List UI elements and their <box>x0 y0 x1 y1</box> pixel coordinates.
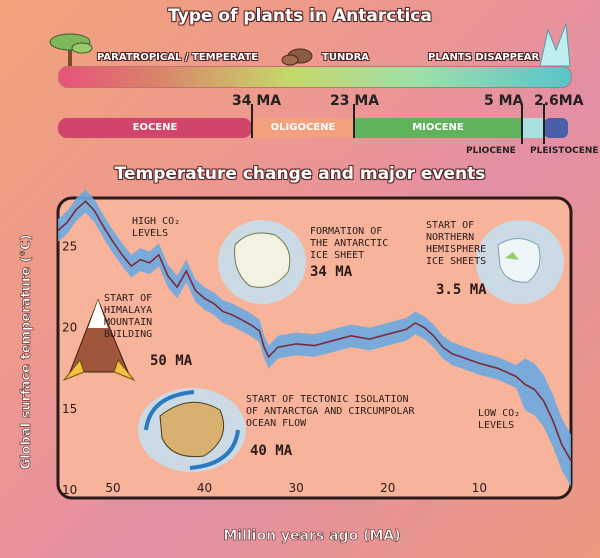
x-tick-label: 50 <box>105 481 120 495</box>
tundra-shrub-icon <box>281 48 313 66</box>
x-tick-label: 10 <box>472 481 487 495</box>
event-low-co2-text: LOW CO₂ LEVELS <box>478 408 521 431</box>
antarctica-tectonic-icon <box>138 388 246 472</box>
himalaya-mountain-icon <box>62 298 136 382</box>
event-high-co2-text: HIGH CO₂ LEVELS <box>132 216 181 239</box>
y-tick-label: 15 <box>62 402 77 416</box>
x-tick-label: 20 <box>380 481 395 495</box>
boundary-34ma: 34 MA <box>232 93 282 109</box>
boundary-2-6ma: 2.6MA <box>534 93 584 109</box>
zone-tundra-label: TUNDRA <box>322 52 370 63</box>
zone-plants-disappear-label: PLANTS DISAPPEAR <box>428 52 540 63</box>
y-tick-label: 10 <box>62 483 77 497</box>
event-antarctic-ice-sheet-text: FORMATION OF THE ANTARCTIC ICE SHEET <box>310 226 389 261</box>
zone-paratropical-label: PARATROPICAL / TEMPERATE <box>97 52 259 63</box>
epoch-eocene-segment <box>58 118 252 138</box>
chart-y-axis-label: Global surface temperature (°C) <box>19 234 34 469</box>
plants-gradient-bar <box>58 66 572 88</box>
event-tectonic-isolation-text: START OF TECTONIC ISOLATION OF ANTARCTGA… <box>246 394 415 429</box>
antarctica-ice-sheet-icon <box>218 220 306 304</box>
event-northern-ice-sheets-text: START OF NORTHERN HEMISPHERE ICE SHEETS <box>426 220 487 267</box>
epoch-pleistocene-label: PLEISTOCENE <box>530 146 599 156</box>
x-tick-label: 40 <box>197 481 212 495</box>
plants-title: Type of plants in Antarctica <box>168 6 432 26</box>
boundary-23ma: 23 MA <box>330 93 380 109</box>
northern-hemisphere-ice-icon <box>476 220 564 304</box>
epoch-miocene-segment <box>354 118 522 138</box>
epoch-bar <box>58 104 568 144</box>
epoch-eocene-label: EOCENE <box>132 122 178 133</box>
chart-x-axis-label: Million years ago (MA) <box>223 528 400 544</box>
temperature-series-line <box>57 200 572 462</box>
boundary-5ma: 5 MA <box>484 93 524 109</box>
temperature-uncertainty-band <box>58 189 571 487</box>
epoch-pliocene-segment <box>522 118 544 138</box>
epoch-oligocene-segment <box>252 118 354 138</box>
chart-title: Temperature change and major events <box>114 164 486 184</box>
y-tick-label: 20 <box>62 321 77 335</box>
y-tick-label: 25 <box>62 240 77 254</box>
event-tectonic-isolation-ma: 40 MA <box>250 443 293 459</box>
tree-icon <box>49 33 93 68</box>
epoch-pleistocene-segment <box>544 118 568 138</box>
event-northern-ice-sheets-ma: 3.5 MA <box>436 282 487 298</box>
event-himalaya-ma: 50 MA <box>150 353 193 369</box>
epoch-miocene-label: MIOCENE <box>412 122 464 133</box>
plant-icons <box>49 23 571 68</box>
event-antarctic-ice-sheet-ma: 34 MA <box>310 264 353 280</box>
epoch-oligocene-label: OLIGOCENE <box>270 122 336 133</box>
x-tick-label: 30 <box>289 481 304 495</box>
epoch-pliocene-label: PLIOCENE <box>466 146 516 156</box>
event-himalaya-text: START OF HIMALAYA MOUNTAIN BUILDING <box>104 293 153 340</box>
